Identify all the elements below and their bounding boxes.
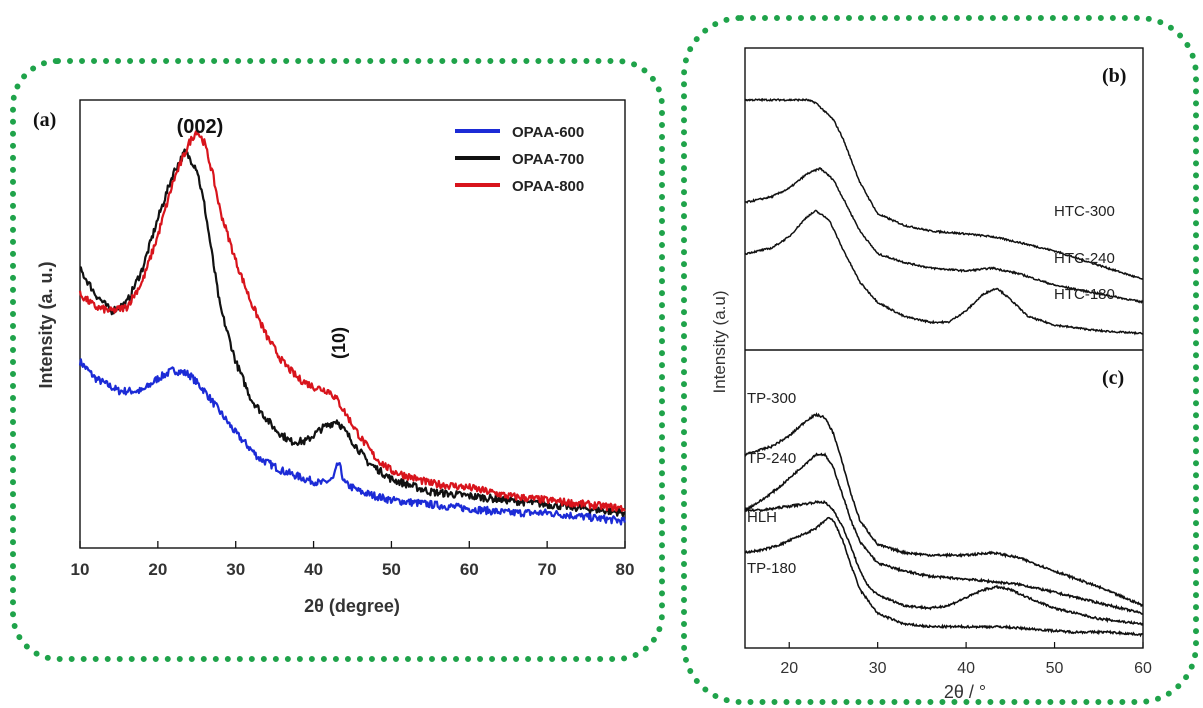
panel-a-xtick-label: 40 xyxy=(304,560,323,579)
panel-bc-xlabel: 2θ / ° xyxy=(944,682,986,702)
panel-c-label: (c) xyxy=(1102,367,1124,389)
series-line-htc-300 xyxy=(744,97,1144,280)
legend-label-opaa-600: OPAA-600 xyxy=(512,124,584,141)
panel-c-series xyxy=(744,412,1144,638)
panel-a-label: (a) xyxy=(33,109,56,131)
legend-label-opaa-800: OPAA-800 xyxy=(512,178,584,195)
panel-bc-ylabel: Intensity (a.u) xyxy=(710,291,729,394)
panel-bc-xaxis: 20 30 40 50 60 xyxy=(780,642,1152,677)
panel-a-xtick-label: 70 xyxy=(538,560,557,579)
panel-a-xtick-label: 80 xyxy=(616,560,635,579)
series-line-tp-180 xyxy=(744,516,1144,638)
panel-b-label: (b) xyxy=(1102,65,1126,87)
panel-a-xtick-label: 30 xyxy=(226,560,245,579)
panel-a-ylabel: Intensity (a. u.) xyxy=(36,261,56,388)
panel-bc-xtick-label: 50 xyxy=(1046,660,1064,677)
series-label-htc-300: HTC-300 xyxy=(1054,203,1115,220)
series-line-tp-240 xyxy=(744,452,1143,615)
panel-a-xtick-label: 60 xyxy=(460,560,479,579)
panel-a-plot-area xyxy=(79,99,626,549)
panel-a-xtick-label: 50 xyxy=(382,560,401,579)
panel-a-frame xyxy=(10,58,665,662)
panel-a-xaxis: 10 20 30 40 50 60 70 80 xyxy=(71,541,635,579)
panel-bc-frame xyxy=(681,15,1199,705)
series-label-htc-180: HTC-180 xyxy=(1054,286,1115,303)
series-line-htc-180 xyxy=(744,209,1144,336)
panel-a-xtick-label: 10 xyxy=(71,560,90,579)
panel-a-xlabel: 2θ (degree) xyxy=(304,596,400,616)
series-label-tp-300: TP-300 xyxy=(747,390,796,407)
panel-bc-xtick-label: 30 xyxy=(869,660,887,677)
panel-a-legend: OPAA-600 OPAA-700 OPAA-800 xyxy=(455,124,584,195)
annotation-10: (10) xyxy=(329,327,349,359)
series-line-htc-240 xyxy=(744,167,1144,304)
series-line-opaa-700 xyxy=(79,148,626,518)
annotation-002: (002) xyxy=(177,116,224,138)
series-label-hlh: HLH xyxy=(747,509,777,526)
series-label-htc-240: HTC-240 xyxy=(1054,250,1115,267)
panel-bc-series-labels: HTC-300 HTC-240 HTC-180 TP-300 TP-240 HLH TP-1… xyxy=(747,203,1115,577)
panel-a-series xyxy=(78,130,626,526)
series-label-tp-180: TP-180 xyxy=(747,560,796,577)
legend-label-opaa-700: OPAA-700 xyxy=(512,151,584,168)
panel-a-xtick-label: 20 xyxy=(148,560,167,579)
panel-bc-xtick-label: 40 xyxy=(957,660,975,677)
panel-bc-xtick-label: 20 xyxy=(780,660,798,677)
series-line-tp-300 xyxy=(744,412,1144,608)
panel-b-series xyxy=(744,97,1144,336)
panel-bc-plot-area xyxy=(744,47,1144,649)
panel-bc-xtick-label: 60 xyxy=(1134,660,1152,677)
series-label-tp-240: TP-240 xyxy=(747,450,796,467)
series-line-opaa-600 xyxy=(78,358,626,526)
series-line-hlh xyxy=(744,499,1144,626)
series-line-opaa-800 xyxy=(78,130,626,512)
